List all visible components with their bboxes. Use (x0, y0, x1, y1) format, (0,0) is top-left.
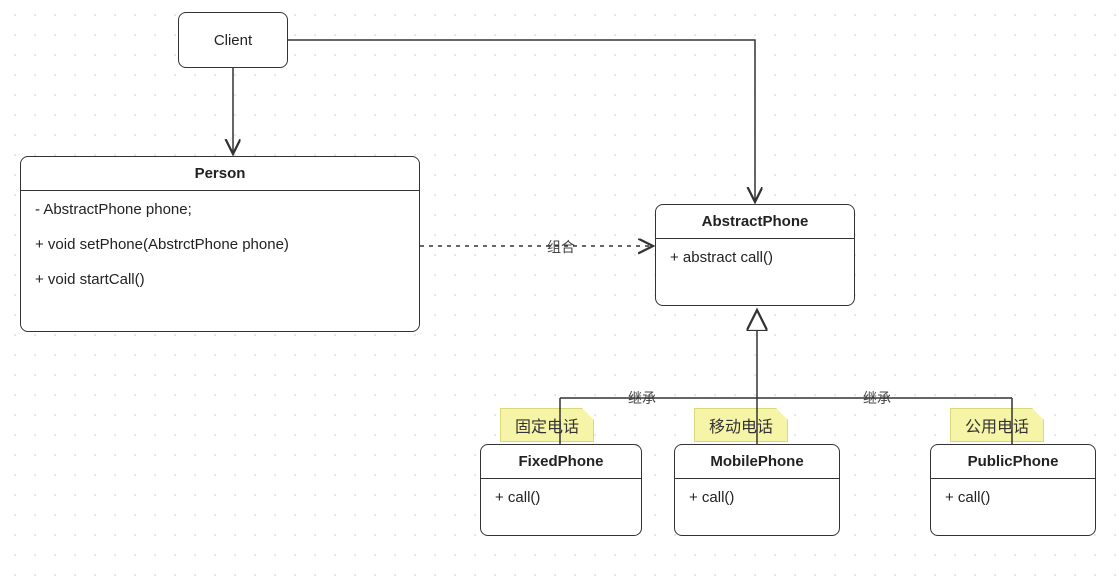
node-abstractphone-title: AbstractPhone (656, 205, 854, 239)
node-fixedphone-members: + call() (481, 479, 641, 516)
node-publicphone: PublicPhone + call() (930, 444, 1096, 536)
node-publicphone-members: + call() (931, 479, 1095, 516)
node-abstractphone-members: + abstract call() (656, 239, 854, 276)
node-mobilephone-members: + call() (675, 479, 839, 516)
node-person-members: - AbstractPhone phone; + void setPhone(A… (21, 191, 419, 298)
note-label: 固定电话 (515, 419, 579, 436)
edge-label-composition: 组合 (544, 237, 578, 257)
node-abstractphone: AbstractPhone + abstract call() (655, 204, 855, 306)
node-person-title: Person (21, 157, 419, 191)
node-client-label: Client (214, 32, 252, 49)
node-mobilephone: MobilePhone + call() (674, 444, 840, 536)
node-mobilephone-title: MobilePhone (675, 445, 839, 479)
member: + void startCall() (35, 271, 405, 288)
note-label: 移动电话 (709, 419, 773, 436)
note-public: 公用电话 (950, 408, 1044, 442)
edge-label-inherit-right: 继承 (860, 388, 894, 408)
member: + abstract call() (670, 249, 840, 266)
diagram-canvas: Client Person - AbstractPhone phone; + v… (0, 0, 1117, 578)
note-label: 公用电话 (965, 419, 1029, 436)
node-fixedphone: FixedPhone + call() (480, 444, 642, 536)
node-client: Client (178, 12, 288, 68)
node-publicphone-title: PublicPhone (931, 445, 1095, 479)
node-fixedphone-title: FixedPhone (481, 445, 641, 479)
member: - AbstractPhone phone; (35, 201, 405, 218)
edge-label-inherit-left: 继承 (625, 388, 659, 408)
member: + void setPhone(AbstrctPhone phone) (35, 236, 405, 253)
note-mobile: 移动电话 (694, 408, 788, 442)
member: + call() (945, 489, 1081, 506)
member: + call() (689, 489, 825, 506)
node-person: Person - AbstractPhone phone; + void set… (20, 156, 420, 332)
member: + call() (495, 489, 627, 506)
note-fixed: 固定电话 (500, 408, 594, 442)
